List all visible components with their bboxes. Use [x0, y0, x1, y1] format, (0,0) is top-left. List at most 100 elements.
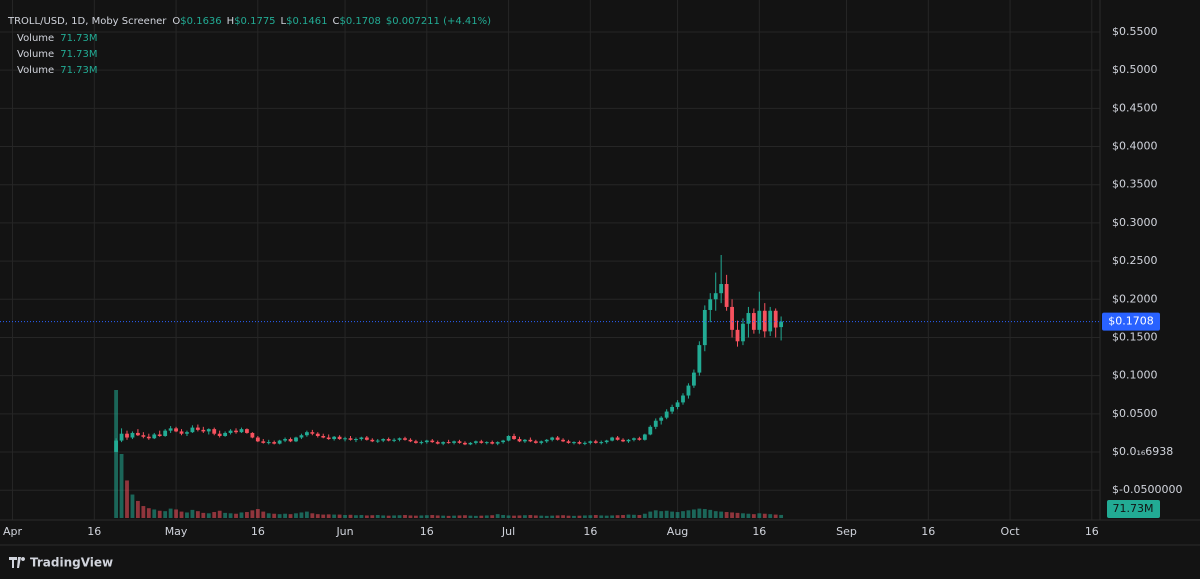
symbol: TROLL/USD, 1D, Moby Screener — [7, 16, 167, 27]
volume-bar — [283, 513, 287, 518]
volume-bar — [201, 512, 206, 518]
candle-body — [130, 432, 135, 438]
volume-bar — [724, 512, 729, 518]
candle-body — [408, 439, 413, 442]
candle-body — [239, 429, 244, 433]
volume-bar — [370, 515, 375, 518]
candle-body — [359, 437, 364, 440]
volume-bar — [473, 515, 478, 518]
candle-body — [719, 284, 724, 294]
candle-body — [277, 440, 282, 444]
volume-bar — [174, 509, 178, 518]
candle-body — [136, 432, 140, 436]
candle-body — [381, 439, 386, 441]
candle-body — [566, 441, 571, 443]
volume-bar — [125, 480, 129, 518]
volume-bar — [501, 515, 506, 518]
volume-bar — [446, 515, 451, 518]
candle-body — [157, 434, 162, 436]
volume-bar — [577, 515, 582, 518]
y-tick-label: $0.2000 — [1112, 292, 1158, 305]
volume-label: Volume — [17, 49, 54, 60]
volume-bar — [746, 513, 751, 518]
candle-body — [599, 442, 604, 444]
candle-body — [315, 433, 320, 436]
volume-bar — [779, 514, 784, 518]
candle-body — [681, 395, 685, 403]
candle-body — [484, 442, 489, 444]
x-tick-label: 16 — [87, 525, 101, 538]
volume-bar — [610, 515, 615, 518]
volume-bar — [588, 515, 593, 518]
volume-bar — [212, 512, 217, 518]
candle-body — [125, 433, 129, 438]
y-tick-label: $0.1000 — [1112, 369, 1158, 382]
candle-body — [670, 406, 675, 412]
volume-bar — [299, 512, 304, 518]
candle-body — [724, 284, 729, 307]
volume-bar — [757, 513, 762, 518]
volume-bar — [653, 510, 658, 518]
brand-logo — [9, 557, 26, 568]
volume-bar — [315, 514, 320, 518]
x-tick-label: Jul — [501, 525, 515, 538]
candle-body — [621, 439, 625, 442]
candle-body — [762, 310, 767, 332]
volume-bar — [659, 511, 664, 518]
candle-body — [615, 437, 620, 440]
volume-bar — [403, 515, 407, 518]
y-tick-label: $0.4000 — [1112, 140, 1158, 153]
volume-bar — [408, 515, 413, 518]
volume-bar — [664, 510, 669, 518]
x-tick-label: 16 — [420, 525, 434, 538]
last-price-tag — [1102, 312, 1160, 331]
volume-bar — [332, 514, 337, 518]
volume-bar — [294, 513, 298, 518]
candle-body — [348, 438, 353, 440]
brand[interactable]: TradingView — [9, 556, 113, 570]
volume-bar — [392, 515, 397, 518]
grid — [0, 0, 1100, 520]
volume-bar — [168, 508, 173, 518]
volume-bar — [533, 515, 538, 518]
candle-body — [272, 442, 277, 444]
candle-body — [697, 345, 702, 373]
y-tick-label: $0.3500 — [1112, 178, 1158, 191]
candle-body — [163, 430, 168, 436]
volume-bar — [479, 515, 484, 518]
legend-header: TROLL/USD, 1D, Moby Screener O$0.1636 H$0.… — [7, 16, 491, 27]
candle-body — [637, 438, 642, 440]
candle-body — [741, 323, 745, 342]
volume-bar — [261, 511, 266, 518]
candle-body — [250, 432, 255, 438]
candle-body — [332, 436, 337, 440]
candle-body — [179, 431, 184, 434]
change: $0.007211 (+4.41%) — [386, 16, 491, 27]
volume-bar — [713, 511, 718, 518]
candle-body — [326, 437, 331, 440]
volume-bar — [675, 512, 680, 518]
volume-bar — [234, 513, 238, 518]
candle-body — [364, 437, 369, 440]
candle-body — [588, 441, 593, 443]
candle-body — [392, 439, 397, 441]
volume-bar — [288, 514, 293, 518]
candle-body — [730, 306, 734, 330]
x-tick-label: Aug — [667, 525, 688, 538]
candle-body — [321, 435, 326, 438]
x-tick-label: Apr — [3, 525, 23, 538]
candle-body — [550, 437, 555, 440]
candle-body — [528, 439, 533, 442]
volume-bar — [517, 515, 522, 518]
volume-label: Volume — [17, 33, 54, 44]
volume-pane — [114, 390, 784, 518]
candle-body — [653, 420, 658, 427]
volume-bar — [686, 510, 691, 518]
volume-bar — [697, 508, 702, 518]
candle-body — [642, 434, 647, 440]
axes: Apr 16 May 16 Jun 16 Jul 16 Aug 16 Sep 16 Oct 16 $0.55… — [3, 25, 1182, 538]
candle-body — [544, 439, 549, 442]
volume-bar — [435, 515, 440, 518]
candle-body — [146, 436, 151, 439]
